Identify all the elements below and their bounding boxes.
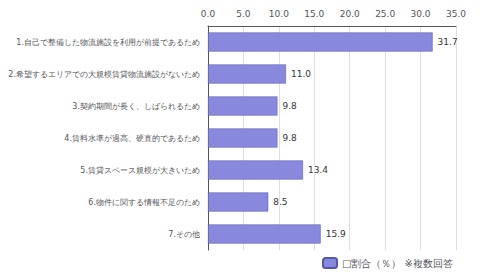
svg-text:15.0: 15.0: [304, 9, 324, 19]
svg-text:10.0: 10.0: [269, 9, 289, 19]
svg-text:13.4: 13.4: [308, 165, 328, 175]
svg-text:8.5: 8.5: [273, 197, 287, 207]
svg-text:9.8: 9.8: [282, 133, 297, 143]
svg-text:□割合（％） ※複数回答: □割合（％） ※複数回答: [342, 258, 453, 269]
svg-text:3.契約期間が長く、しばられるため: 3.契約期間が長く、しばられるため: [72, 102, 200, 111]
svg-text:20.0: 20.0: [340, 9, 360, 19]
svg-text:31.7: 31.7: [438, 37, 458, 47]
svg-text:25.0: 25.0: [375, 9, 395, 19]
svg-text:4.賃料水準が過高、硬直的であるため: 4.賃料水準が過高、硬直的であるため: [64, 134, 200, 143]
svg-text:11.0: 11.0: [291, 69, 311, 79]
svg-text:15.9: 15.9: [326, 229, 346, 239]
svg-text:7.その他: 7.その他: [168, 230, 200, 239]
svg-text:9.8: 9.8: [282, 101, 297, 111]
svg-text:35.0: 35.0: [446, 9, 466, 19]
svg-text:5.0: 5.0: [236, 9, 251, 19]
svg-text:30.0: 30.0: [411, 9, 431, 19]
svg-text:0.0: 0.0: [201, 9, 216, 19]
svg-text:1.自己で整備した物流施設を利用が前提であるため: 1.自己で整備した物流施設を利用が前提であるため: [16, 38, 200, 47]
svg-text:5.賃貸スペース規模が大きいため: 5.賃貸スペース規模が大きいため: [80, 166, 200, 175]
svg-text:6.物件に関する情報不足のため: 6.物件に関する情報不足のため: [88, 198, 200, 207]
svg-text:2.希望するエリアでの大規模賃貸物流施設がないため: 2.希望するエリアでの大規模賃貸物流施設がないため: [8, 70, 200, 79]
